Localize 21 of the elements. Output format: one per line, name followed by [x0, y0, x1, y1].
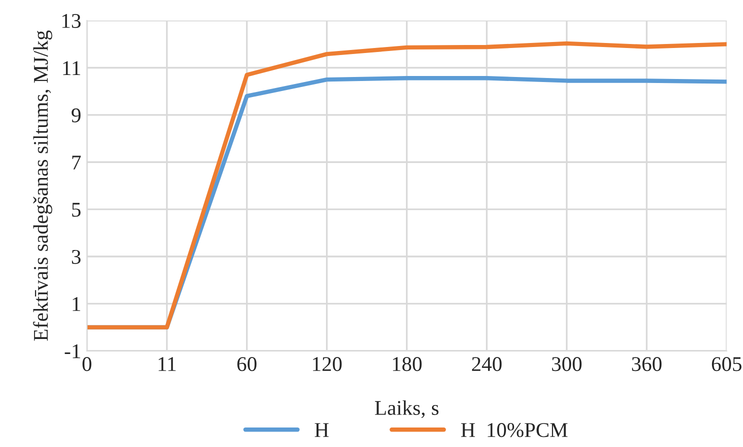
x-tick-label: 605 [712, 357, 742, 372]
x-tick-label: 360 [632, 357, 662, 372]
legend-label: H 10%PCM [461, 423, 568, 438]
y-tick-label: 9 [72, 108, 81, 122]
y-axis-title: Efektīvais sadegšanas siltums, MJ/kg [33, 30, 52, 341]
legend-label: H [314, 423, 329, 437]
x-axis-title: Laiks, s [374, 400, 438, 418]
x-tick-label: 300 [552, 357, 582, 372]
x-tick-label: 0 [82, 357, 92, 372]
x-tick-label: 11 [158, 357, 176, 371]
x-tick-label: 240 [472, 357, 502, 372]
y-tick-label: 3 [72, 250, 81, 264]
y-tick-label: 11 [63, 61, 80, 75]
y-tick-label: 5 [72, 202, 81, 217]
x-tick-label: 120 [313, 357, 342, 372]
y-tick-label: 13 [62, 14, 81, 28]
x-tick-label: 60 [237, 357, 256, 372]
y-tick-label: 1 [72, 297, 80, 311]
y-tick-label: -1 [64, 344, 80, 358]
x-tick-label: 180 [393, 357, 422, 372]
y-tick-label: 7 [72, 156, 81, 170]
